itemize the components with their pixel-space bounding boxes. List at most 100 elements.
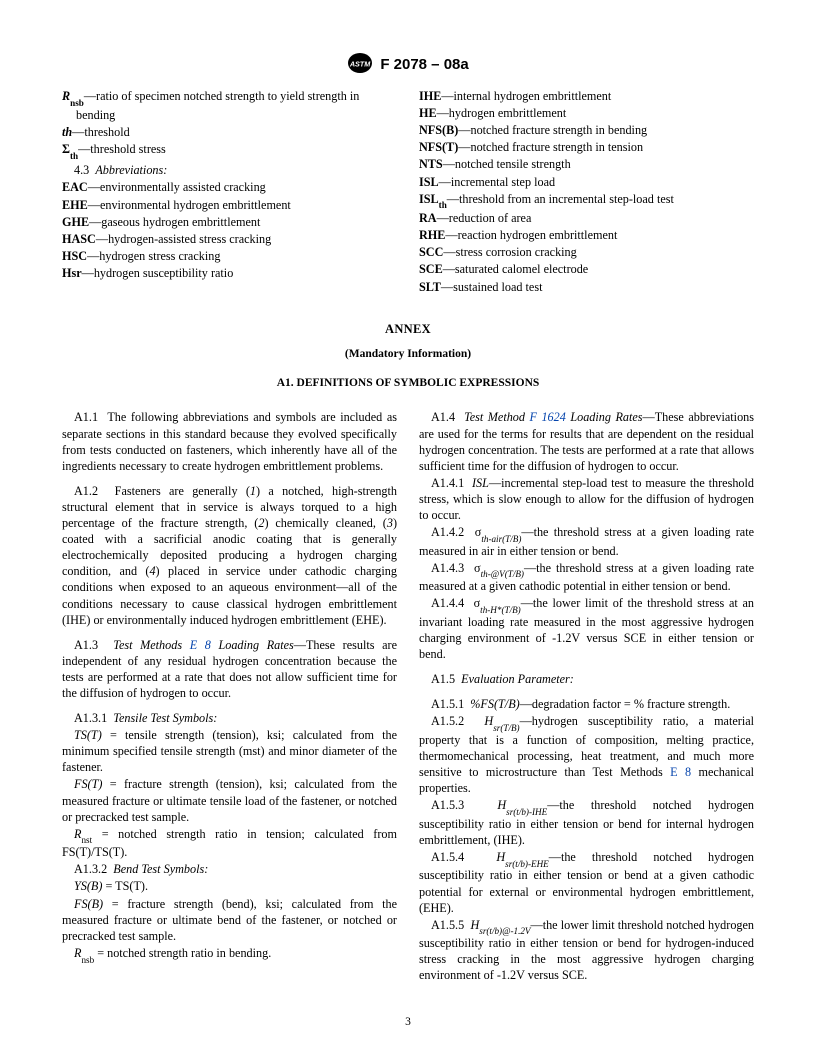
t: = notched strength ratio in bending.: [94, 946, 271, 960]
def-tst: TS(T) = tensile strength (tension), ksi;…: [62, 727, 397, 775]
t: —incremental step load: [439, 175, 555, 189]
t: A1.5: [431, 672, 455, 686]
abbr-isl: ISL—incremental step load: [419, 174, 754, 190]
sym-th: th—threshold: [62, 124, 397, 140]
t: FS(B): [74, 897, 103, 911]
t: HE: [419, 106, 437, 120]
t: —hydrogen stress cracking: [87, 249, 220, 263]
t: SCE: [419, 262, 443, 276]
t: σ: [474, 561, 481, 575]
t: A1.5.1: [431, 697, 464, 711]
t: —reduction of area: [437, 211, 532, 225]
t: H: [497, 798, 506, 812]
t: A1.4: [431, 410, 455, 424]
t: sr(t/b)-EHE: [505, 859, 549, 869]
t: th-air(T/B): [481, 534, 521, 544]
svg-text:ASTM: ASTM: [349, 60, 371, 69]
t: EHE: [62, 198, 88, 212]
para-a154: A1.5.4 Hsr(t/b)-EHE—the threshold notche…: [419, 849, 754, 916]
link-e8-2[interactable]: E 8: [670, 765, 691, 779]
t: %FS(T/B): [470, 697, 519, 711]
t: th: [62, 125, 72, 139]
doc-header: ASTM F 2078 – 08a: [62, 52, 754, 78]
t: Hsr: [62, 266, 82, 280]
t: Bend Test Symbols:: [113, 862, 208, 876]
t: —the threshold stress at a given loading…: [419, 561, 754, 594]
t: nsb: [70, 98, 84, 108]
t: th-@V(T/B): [481, 569, 524, 579]
abbr-ehe: EHE—environmental hydrogen embrittlement: [62, 197, 397, 213]
t: FS(T): [74, 777, 102, 791]
page-number: 3: [0, 1015, 816, 1030]
t: = fracture strength (bend), ksi; calcula…: [62, 897, 397, 943]
t: th-H*(T/B): [480, 605, 521, 615]
t: A1.4.3: [431, 561, 464, 575]
t: sr(t/b)@-1.2V: [479, 926, 530, 936]
t: A1.3: [74, 638, 98, 652]
t: SCC: [419, 245, 443, 259]
abbr-ghe: GHE—gaseous hydrogen embrittlement: [62, 214, 397, 230]
t: A1.5.4: [431, 850, 464, 864]
def-rnsb: Rnsb = notched strength ratio in bending…: [62, 945, 397, 964]
abbr-ihe: IHE—internal hydrogen embrittlement: [419, 88, 754, 104]
annex-body: A1.1 The following abbreviations and sym…: [62, 409, 754, 983]
abbr-hsc: HSC—hydrogen stress cracking: [62, 248, 397, 264]
t: A1.1: [74, 410, 98, 424]
standard-number: F 2078 – 08a: [380, 55, 468, 75]
t: —notched fracture strength in tension: [458, 140, 643, 154]
link-e8[interactable]: E 8: [190, 638, 211, 652]
abbrev-head: 4.3 Abbreviations:: [62, 162, 397, 178]
para-a142: A1.4.2 σth-air(T/B)—the threshold stress…: [419, 524, 754, 559]
t: nsb: [81, 955, 94, 965]
def-fst: FS(T) = fracture strength (tension), ksi…: [62, 776, 397, 824]
t: A1.4.2: [431, 525, 464, 539]
t: —stress corrosion cracking: [443, 245, 576, 259]
t: —environmental hydrogen embrittlement: [88, 198, 291, 212]
t: —environmentally assisted cracking: [88, 180, 266, 194]
t: HSC: [62, 249, 87, 263]
t: th: [70, 151, 78, 161]
para-a153: A1.5.3 Hsr(t/b)-IHE—the threshold notche…: [419, 797, 754, 848]
t: —hydrogen-assisted stress cracking: [96, 232, 271, 246]
t: A1.4.1: [431, 476, 464, 490]
para-a152: A1.5.2 Hsr(T/B)—hydrogen susceptibility …: [419, 713, 754, 796]
t: = TS(T).: [102, 879, 148, 893]
abbr-rhe: RHE—reaction hydrogen embrittlement: [419, 227, 754, 243]
t: A1.2: [74, 484, 98, 498]
t: Tensile Test Symbols:: [113, 711, 217, 725]
t: NFS(B): [419, 123, 458, 137]
t: R: [62, 89, 70, 103]
abbr-nfsb: NFS(B)—notched fracture strength in bend…: [419, 122, 754, 138]
t: = notched strength ratio in tension; cal…: [62, 827, 397, 860]
t: —hydrogen embrittlement: [437, 106, 567, 120]
t: —reaction hydrogen embrittlement: [445, 228, 617, 242]
t: A1.3.2: [74, 862, 107, 876]
t: —threshold from an incremental step-load…: [447, 192, 674, 206]
t: ISL: [419, 192, 439, 206]
link-f1624[interactable]: F 1624: [530, 410, 566, 424]
t: —incremental step-load test to measure t…: [419, 476, 754, 522]
t: —saturated calomel electrode: [443, 262, 589, 276]
t: ISL: [472, 476, 489, 490]
para-a143: A1.4.3 σth-@V(T/B)—the threshold stress …: [419, 560, 754, 595]
t: —sustained load test: [441, 280, 543, 294]
abbr-nts: NTS—notched tensile strength: [419, 156, 754, 172]
head-a132: A1.3.2 Bend Test Symbols:: [62, 861, 397, 877]
abbr-hsr: Hsr—hydrogen susceptibility ratio: [62, 265, 397, 281]
t: A1.4.4: [431, 596, 464, 610]
t: Test Methods: [113, 638, 189, 652]
t: TS(T): [74, 728, 102, 742]
t: ) chemically cleaned, (: [264, 516, 386, 530]
t: Loading Rates: [211, 638, 294, 652]
t: H: [496, 850, 505, 864]
para-a141: A1.4.1 ISL—incremental step-load test to…: [419, 475, 754, 523]
t: —the threshold stress at a given loading…: [419, 525, 754, 558]
abbr-ra: RA—reduction of area: [419, 210, 754, 226]
t: —degradation factor = % fracture strengt…: [520, 697, 731, 711]
t: —threshold: [72, 125, 130, 139]
annex-section: A1. DEFINITIONS OF SYMBOLIC EXPRESSIONS: [62, 376, 754, 391]
para-a13: A1.3 Test Methods E 8 Loading Rates—Thes…: [62, 637, 397, 701]
sym-sigmath: Σth—threshold stress: [62, 141, 397, 160]
t: sr(t/b)-IHE: [506, 807, 547, 817]
head-a131: A1.3.1 Tensile Test Symbols:: [62, 710, 397, 726]
